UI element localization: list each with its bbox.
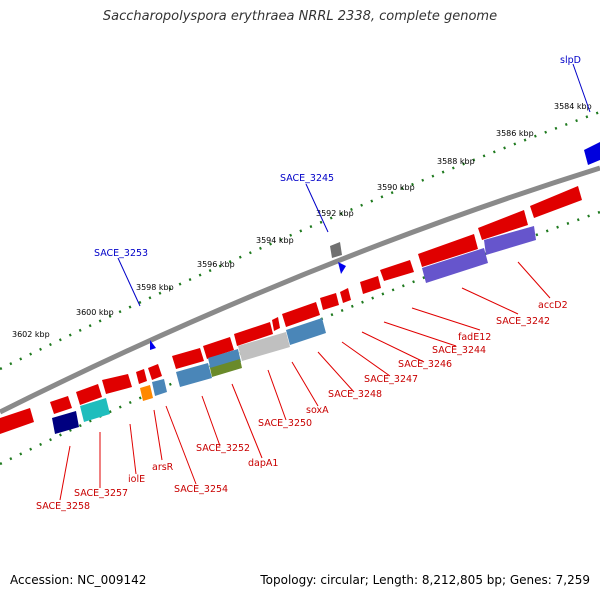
kbp-label: 3584 kbp xyxy=(554,102,592,111)
gene-block[interactable] xyxy=(360,276,381,294)
gene-block[interactable] xyxy=(418,234,478,267)
label-SACE_3253: SACE_3253 xyxy=(94,248,148,259)
gene-block[interactable] xyxy=(530,186,582,218)
kbp-label: 3596 kbp xyxy=(197,260,235,269)
gene-iolE[interactable] xyxy=(140,385,153,401)
kbp-label: 3600 kbp xyxy=(76,308,114,317)
gene-SACE_3245[interactable] xyxy=(330,242,342,258)
gene-arsR[interactable] xyxy=(152,379,167,396)
leader-lines-top xyxy=(117,63,591,307)
label-fadE12: fadE12 xyxy=(458,332,491,343)
kbp-label: 3590 kbp xyxy=(377,183,415,192)
genome-summary-text: Topology: circular; Length: 8,212,805 bp… xyxy=(260,573,590,587)
gene-labels-top: slpD SACE_3245 SACE_3253 xyxy=(94,55,581,259)
gene-block[interactable] xyxy=(282,302,320,327)
label-SACE_3246: SACE_3246 xyxy=(398,359,452,370)
label-SACE_3257: SACE_3257 xyxy=(74,488,128,499)
gene-SACE_3250[interactable] xyxy=(238,332,290,361)
gene-block[interactable] xyxy=(136,369,147,384)
label-SACE_3258: SACE_3258 xyxy=(36,501,90,512)
gene-SACE_3254[interactable] xyxy=(176,363,212,387)
label-soxA: soxA xyxy=(306,405,329,416)
gene-marker-3245[interactable] xyxy=(338,262,346,274)
gene-block[interactable] xyxy=(478,210,528,240)
gene-SACE_3242[interactable] xyxy=(422,248,488,283)
kbp-label: 3592 kbp xyxy=(316,209,354,218)
label-SACE_3247: SACE_3247 xyxy=(364,374,418,385)
gene-SACE_3258[interactable] xyxy=(52,411,79,434)
gene-block[interactable] xyxy=(76,384,102,405)
gene-block[interactable] xyxy=(340,288,351,303)
forward-genes xyxy=(150,142,600,350)
gene-block[interactable] xyxy=(0,408,34,434)
inner-genes xyxy=(52,226,536,434)
kbp-label: 3594 kbp xyxy=(256,236,294,245)
gene-block[interactable] xyxy=(203,337,234,359)
gene-block[interactable] xyxy=(380,260,414,281)
gene-block[interactable] xyxy=(320,293,339,310)
label-iolE: iolE xyxy=(128,474,145,485)
outer-scale-arc xyxy=(0,110,600,371)
gene-block[interactable] xyxy=(272,317,280,331)
gene-SACE_3252[interactable] xyxy=(208,349,241,371)
page-title: Saccharopolyspora erythraea NRRL 2338, c… xyxy=(102,9,498,24)
label-SACE_3254: SACE_3254 xyxy=(174,484,228,495)
label-arsR: arsR xyxy=(152,462,174,473)
gene-marker-3253[interactable] xyxy=(150,340,156,350)
gene-soxA[interactable] xyxy=(286,318,326,345)
label-SACE_3250: SACE_3250 xyxy=(258,418,312,429)
kbp-label: 3588 kbp xyxy=(437,157,475,166)
gene-block[interactable] xyxy=(234,322,273,346)
kbp-label: 3602 kbp xyxy=(12,330,50,339)
label-accD2: accD2 xyxy=(538,300,568,311)
label-SACE_3245: SACE_3245 xyxy=(280,173,334,184)
genome-backbone xyxy=(0,165,600,415)
label-slpD: slpD xyxy=(560,55,581,66)
gene-labels-bottom: accD2 SACE_3242 fadE12 SACE_3244 SACE_32… xyxy=(36,300,568,512)
gene-accD2[interactable] xyxy=(484,226,536,255)
kbp-label: 3586 kbp xyxy=(496,129,534,138)
label-SACE_3252: SACE_3252 xyxy=(196,443,250,454)
gene-block[interactable] xyxy=(148,364,162,380)
accession-text: Accession: NC_009142 xyxy=(10,573,147,587)
label-SACE_3244: SACE_3244 xyxy=(432,345,486,356)
gene-block[interactable] xyxy=(102,374,132,394)
gene-SACE_3257[interactable] xyxy=(80,398,110,422)
reverse-genes-red xyxy=(0,186,582,434)
kbp-label: 3598 kbp xyxy=(136,283,174,292)
gene-slpD[interactable] xyxy=(584,142,600,165)
gene-block[interactable] xyxy=(172,348,204,369)
label-dapA1: dapA1 xyxy=(248,458,278,469)
label-SACE_3242: SACE_3242 xyxy=(496,316,550,327)
label-SACE_3248: SACE_3248 xyxy=(328,389,382,400)
leader-lines-bottom xyxy=(59,261,551,501)
gene-block[interactable] xyxy=(50,396,72,414)
gene-dapA1[interactable] xyxy=(210,359,242,377)
